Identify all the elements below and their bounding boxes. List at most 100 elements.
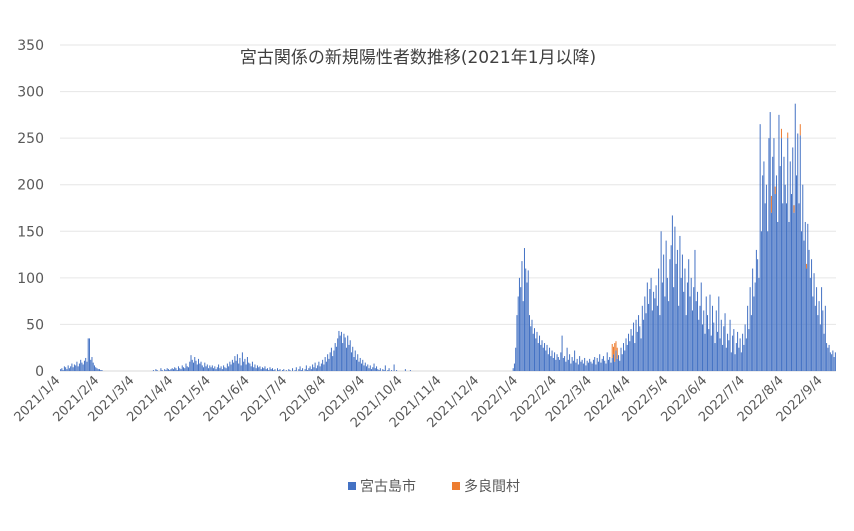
- bar: [335, 346, 337, 371]
- bar: [518, 277, 520, 371]
- bar: [773, 138, 775, 371]
- bar: [404, 369, 406, 371]
- bar: [777, 221, 779, 371]
- bar: [277, 368, 279, 371]
- bar: [809, 277, 811, 371]
- bar: [787, 138, 789, 371]
- bar: [628, 333, 630, 371]
- bar: [354, 350, 356, 371]
- bar: [823, 333, 825, 371]
- bar: [693, 287, 695, 371]
- bar: [803, 240, 805, 371]
- bar: [305, 365, 307, 371]
- bar: [816, 287, 818, 371]
- bar: [644, 296, 646, 371]
- bar: [152, 370, 154, 371]
- bar: [572, 360, 574, 371]
- bar: [189, 361, 191, 371]
- bar: [329, 352, 331, 371]
- bar: [831, 354, 833, 371]
- bar: [223, 365, 225, 371]
- bar: [834, 352, 836, 371]
- bar: [308, 368, 310, 371]
- y-tick-label: 150: [17, 224, 44, 240]
- bar: [540, 344, 542, 371]
- bar: [752, 268, 754, 371]
- bar: [155, 369, 157, 371]
- bar: [384, 365, 386, 371]
- bar: [564, 356, 566, 371]
- bar: [665, 240, 667, 371]
- bar: [758, 277, 760, 371]
- bar: [539, 335, 541, 371]
- bar: [88, 338, 90, 371]
- bar: [611, 343, 613, 358]
- bar: [634, 343, 636, 371]
- bar: [590, 361, 592, 371]
- bar: [523, 248, 525, 371]
- bar: [643, 319, 645, 371]
- bar: [780, 138, 782, 371]
- bar: [338, 330, 340, 371]
- bar: [339, 335, 341, 371]
- bar: [723, 326, 725, 371]
- bars: [60, 103, 836, 372]
- bar: [765, 184, 767, 371]
- bar: [690, 277, 692, 371]
- bar: [195, 360, 197, 371]
- bar: [801, 231, 803, 371]
- bar: [586, 360, 588, 371]
- bar: [688, 259, 690, 371]
- bar: [273, 370, 275, 371]
- bar: [347, 335, 349, 371]
- bar: [352, 346, 354, 371]
- bar: [638, 315, 640, 371]
- bar: [826, 343, 828, 371]
- bar: [261, 367, 263, 371]
- bar: [774, 194, 776, 371]
- bar: [184, 368, 186, 371]
- bar: [832, 350, 834, 371]
- bar: [759, 124, 761, 372]
- bar: [248, 362, 250, 371]
- bar: [254, 364, 256, 371]
- bar: [343, 333, 345, 371]
- bar: [604, 360, 606, 371]
- bar: [769, 112, 771, 371]
- bar: [555, 359, 557, 371]
- bar: [661, 282, 663, 371]
- bar: [738, 347, 740, 371]
- bar: [821, 287, 823, 371]
- bar: [170, 369, 172, 371]
- bar: [228, 366, 230, 371]
- bar: [224, 367, 226, 371]
- bar: [757, 259, 759, 371]
- bar: [550, 356, 552, 371]
- bar: [264, 366, 266, 371]
- bar: [513, 363, 515, 371]
- bar: [241, 352, 243, 371]
- bar: [210, 367, 212, 371]
- bar: [391, 370, 393, 371]
- bar: [172, 369, 174, 371]
- bar: [299, 366, 301, 371]
- bar: [194, 357, 196, 371]
- bar: [528, 315, 530, 371]
- bar: [812, 296, 814, 371]
- bar: [580, 361, 582, 371]
- bar: [818, 301, 820, 371]
- bar: [629, 341, 631, 371]
- bar: [674, 226, 676, 371]
- bar: [720, 319, 722, 371]
- bar: [570, 363, 572, 371]
- bar: [596, 357, 598, 371]
- bar: [537, 343, 539, 371]
- bar: [552, 357, 554, 371]
- bar: [516, 315, 518, 371]
- bar: [340, 331, 342, 371]
- bar: [235, 360, 237, 371]
- bar: [318, 361, 320, 371]
- bar: [190, 355, 192, 371]
- bar: [382, 369, 384, 371]
- bar: [160, 368, 162, 371]
